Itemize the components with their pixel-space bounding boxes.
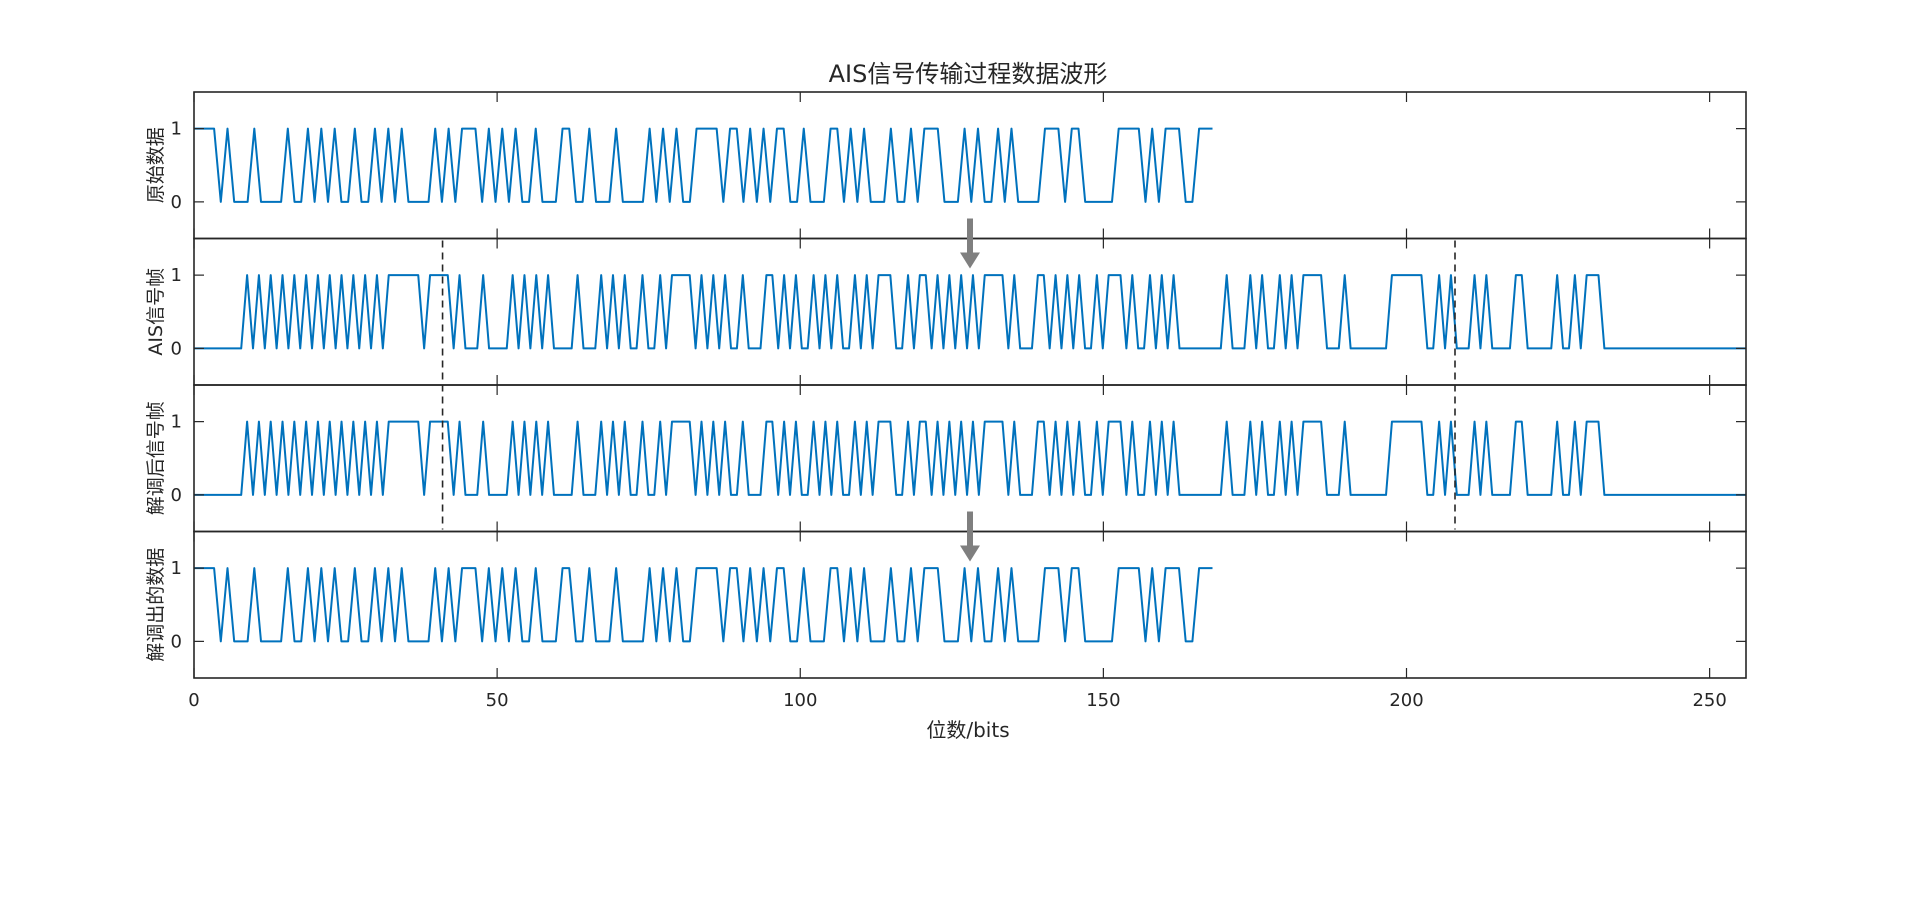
x-tick-label: 200 xyxy=(1389,690,1423,711)
x-tick-label: 100 xyxy=(783,690,817,711)
y-tick-label: 0 xyxy=(171,338,182,359)
y-axis-label-2: AIS信号帧 xyxy=(145,268,167,356)
x-tick-label: 50 xyxy=(486,690,509,711)
chart-title: AIS信号传输过程数据波形 xyxy=(829,60,1108,88)
y-tick-label: 1 xyxy=(171,558,182,579)
x-axis-label: 位数/bits xyxy=(926,718,1009,742)
y-axis-label-4: 解调出的数据 xyxy=(145,548,167,662)
y-tick-label: 0 xyxy=(171,485,182,506)
y-tick-label: 1 xyxy=(171,265,182,286)
frame-markers xyxy=(441,240,1456,530)
waveform-line-3 xyxy=(194,420,1746,496)
x-tick-label: 250 xyxy=(1692,690,1726,711)
waveform-line-4 xyxy=(194,567,1213,643)
waveform-line-2 xyxy=(194,274,1746,350)
waveform-line-1 xyxy=(194,127,1213,203)
y-tick-label: 0 xyxy=(171,631,182,652)
y-axis-label-1: 原始数据 xyxy=(145,127,167,203)
down-arrow-icon xyxy=(960,511,980,562)
axes-box-1 xyxy=(193,91,1747,240)
x-tick-label: 0 xyxy=(188,690,199,711)
y-axis-label-3: 解调后信号帧 xyxy=(145,401,167,515)
panel-arrows xyxy=(960,218,980,562)
y-tick-label: 0 xyxy=(171,192,182,213)
y-tick-label: 1 xyxy=(171,119,182,140)
y-tick-label: 1 xyxy=(171,412,182,433)
x-axis: 0 50 100 150 200 250 xyxy=(188,690,1727,711)
down-arrow-icon xyxy=(960,218,980,269)
x-tick-label: 150 xyxy=(1086,690,1120,711)
